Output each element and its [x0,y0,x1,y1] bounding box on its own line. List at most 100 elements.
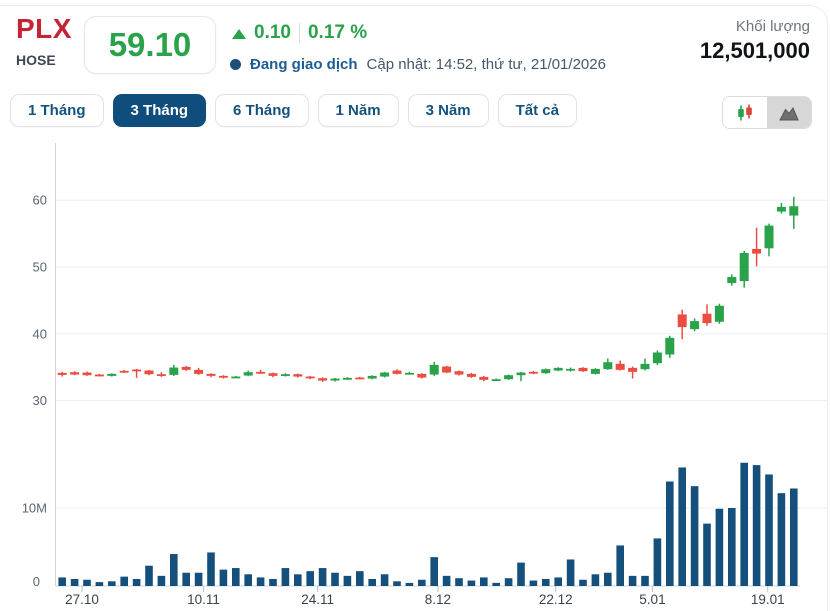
candle-body [318,378,328,381]
last-price: 59.10 [108,26,192,63]
candle-body [479,376,489,380]
price-axis-label: 60 [33,193,47,208]
volume-bar [666,481,674,586]
volume-bar [504,578,513,586]
candle-body [256,371,266,374]
candle-body [665,337,675,355]
x-axis-label: 24.11 [301,592,334,607]
tab-range-1[interactable]: 3 Tháng [112,94,207,127]
price-axis-label: 50 [33,260,47,275]
candle-body [206,373,216,376]
volume-bar [740,462,748,586]
time-range-tabbar: 1 Tháng 3 Tháng 6 Tháng 1 Năm 3 Năm Tất cả [10,94,577,127]
candle-body [231,376,241,379]
volume-bar [591,574,600,586]
volume-bar [281,568,290,586]
candle-body [677,314,687,328]
volume-bar [207,552,215,586]
candle-body [107,373,117,376]
candle-body [789,206,799,216]
volume-bar [653,538,662,586]
candle-body [57,372,67,375]
candle-body [380,372,390,377]
volume-bar [529,580,538,586]
candle-body [702,313,712,324]
price-axis-label: 30 [33,393,47,408]
tab-range-5[interactable]: Tất cả [497,94,577,127]
volume-bar [641,575,649,586]
trading-status-dot-icon [230,59,241,70]
volume-bar [244,574,252,586]
tab-range-0[interactable]: 1 Tháng [10,94,104,127]
candle-body [367,375,377,379]
volume-bar [132,578,141,586]
tab-range-3[interactable]: 1 Năm [317,94,399,127]
x-axis-label: 27.10 [65,592,99,607]
candle-body [305,376,315,379]
candle-body [566,368,576,371]
candlestick-icon [738,104,752,120]
candle-body [342,377,352,380]
candle-body [541,369,551,374]
trading-status: Đang giao dịch [250,56,358,73]
x-axis-label: 8.12 [425,592,451,607]
candle-body [268,373,278,376]
volume-bar [418,579,426,586]
volume-bar [83,579,91,586]
volume-axis-label: 0 [33,574,40,589]
x-axis-label: 22.12 [539,592,573,607]
chart-type-toggle [722,96,812,129]
volume-bar [790,488,798,586]
volume-bar [182,572,190,586]
last-price-box: 59.10 [84,16,216,74]
volume-bar [455,578,463,586]
volume-bar [554,577,562,586]
area-chart-button[interactable] [767,97,811,128]
candle-body [640,363,650,370]
candle-body [119,370,129,373]
volume-bar [256,577,265,586]
change-percent: 0.17 % [307,22,368,43]
volume-bar [58,577,66,586]
exchange-name: HOSE [16,52,56,68]
volume-bar [542,578,550,586]
ticker-symbol: PLX [16,13,72,44]
candle-body [714,305,724,322]
x-axis-label: 19.01 [751,592,785,607]
candle-body [169,367,179,375]
volume-bar [318,568,327,586]
volume-bar [294,574,302,586]
volume-bar [752,465,761,586]
candle-body [355,377,365,380]
candle-body [590,368,600,374]
volume-bar [566,559,575,586]
candle-body [727,277,737,284]
volume-bar [120,576,128,586]
volume-bar [678,467,686,586]
volume-bar [157,575,166,586]
volume-bar [715,508,724,586]
candle-body [752,248,762,254]
candle-body [628,367,638,372]
volume-bar [380,574,389,586]
candle-body [94,374,104,377]
last-updated: Cập nhật: 14:52, thứ tư, 21/01/2026 [366,56,606,73]
tab-range-2[interactable]: 6 Tháng [215,94,309,127]
candle-body [504,375,514,380]
candle-body [615,363,625,370]
volume-bar [467,580,476,586]
up-triangle-icon [232,28,246,39]
candle-body [491,379,501,382]
candle-body [280,374,290,377]
volume-bar [170,554,178,586]
change-value: 0.10 [254,22,291,43]
candle-body [528,371,538,374]
candlestick-chart-button[interactable] [723,97,767,128]
volume-bar [777,493,786,586]
volume-bar [269,578,277,586]
area-chart-icon [779,106,799,120]
tab-range-4[interactable]: 3 Năm [407,94,489,127]
status-row: Đang giao dịch Cập nhật: 14:52, thứ tư, … [230,56,606,73]
candle-body [156,374,166,377]
